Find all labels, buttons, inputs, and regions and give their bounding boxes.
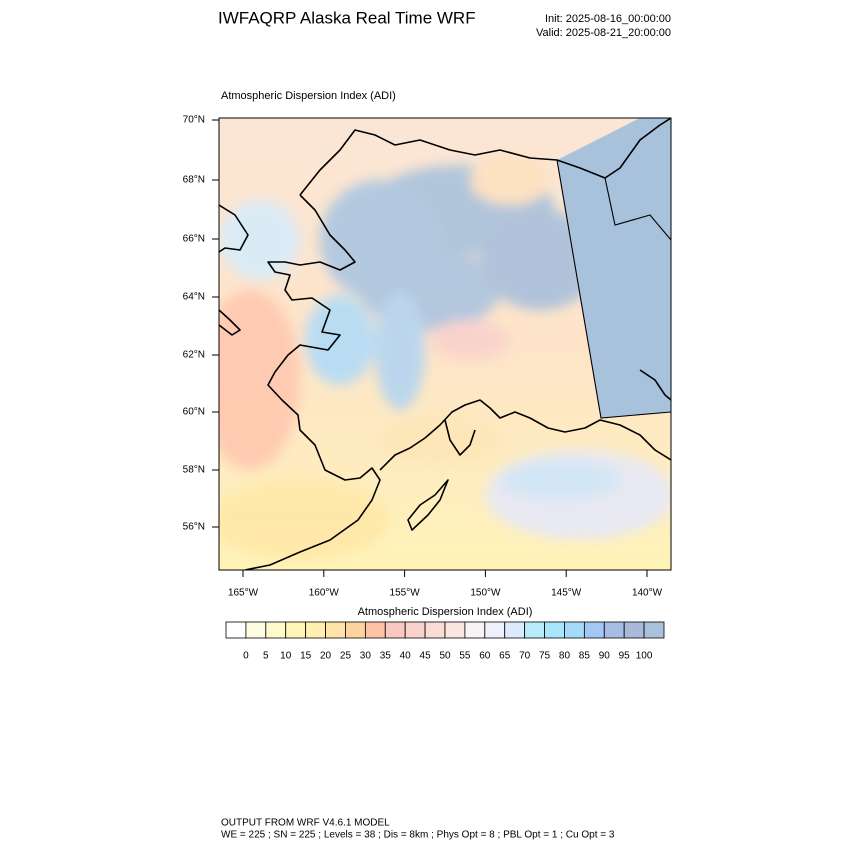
colorbar-label: 5 [263,651,269,662]
lon-label: 140°W [632,588,663,599]
colorbar-box [424,621,446,639]
colorbar-box [504,621,526,639]
lon-label: 165°W [228,588,259,599]
lon-label: 150°W [470,588,501,599]
colorbar-label: 15 [300,651,312,662]
footer-line: OUTPUT FROM WRF V4.6.1 MODEL [221,818,390,829]
colorbar-label: 60 [479,651,491,662]
colorbar-box [544,621,565,639]
colorbar-box [444,621,466,639]
colorbar-box [583,621,605,639]
lon-label: 160°W [309,588,340,599]
colorbar-label: 50 [439,651,451,662]
lon-label: 155°W [390,588,421,599]
colorbar-label: 65 [499,651,511,662]
colorbar-box [623,621,645,639]
colorbar-label: 90 [599,651,611,662]
colorbar-box [603,621,625,639]
map-field [219,118,671,570]
colorbar-box [265,621,287,639]
colorbar-label: 40 [400,651,412,662]
colorbar-box [524,621,545,639]
colorbar-box [364,621,386,639]
lon-labels: 165°W 160°W 155°W 150°W 145°W 140°W [228,570,663,599]
colorbar-box [245,621,267,639]
lon-label: 145°W [551,588,582,599]
lat-label: 60°N [183,407,205,418]
colorbar-label: 35 [380,651,392,662]
lat-label: 56°N [183,522,205,533]
colorbar-label: 70 [519,651,531,662]
colorbar-box [404,621,426,639]
colorbar-box [225,621,247,639]
colorbar-title: Atmospheric Dispersion Index (ADI) [358,606,533,618]
colorbar-label: 0 [243,651,249,662]
valid-time: Valid: 2025-08-21_20:00:00 [536,27,671,39]
colorbar-box [484,621,506,639]
colorbar-label: 30 [360,651,372,662]
panel-title: Atmospheric Dispersion Index (ADI) [221,90,396,102]
colorbar-box [643,621,665,639]
lat-label: 64°N [183,292,205,303]
colorbar-box [345,621,366,639]
colorbar-label: 95 [619,651,631,662]
title: IWFAQRP Alaska Real Time WRF [218,8,476,27]
colorbar-label: 80 [559,651,571,662]
colorbar-box [564,621,585,639]
colorbar-box [305,621,326,639]
colorbar-label: 85 [579,651,591,662]
colorbar-label: 75 [539,651,551,662]
colorbar-box [384,621,406,639]
lat-label: 62°N [183,350,205,361]
colorbar-box [325,621,346,639]
colorbar-box [285,621,307,639]
lat-label: 70°N [183,115,205,126]
colorbar: 0 5 10 15 20 25 30 35 40 45 50 55 60 65 70 75 80 85 90 95 10… [225,621,665,662]
lat-label: 58°N [183,465,205,476]
colorbar-label: 20 [320,651,332,662]
init-time: Init: 2025-08-16_00:00:00 [545,13,671,25]
footer-line: WE = 225 ; SN = 225 ; Levels = 38 ; Dis … [221,830,615,841]
lat-label: 68°N [183,175,205,186]
colorbar-box [464,621,486,639]
colorbar-label: 45 [420,651,432,662]
colorbar-label: 10 [280,651,292,662]
colorbar-label: 100 [636,651,653,662]
lat-labels: 70°N 68°N 66°N 64°N 62°N 60°N 58°N 56°N [183,115,219,533]
colorbar-label: 55 [459,651,471,662]
lat-label: 66°N [183,234,205,245]
map-frame [218,117,672,571]
colorbar-label: 25 [340,651,352,662]
